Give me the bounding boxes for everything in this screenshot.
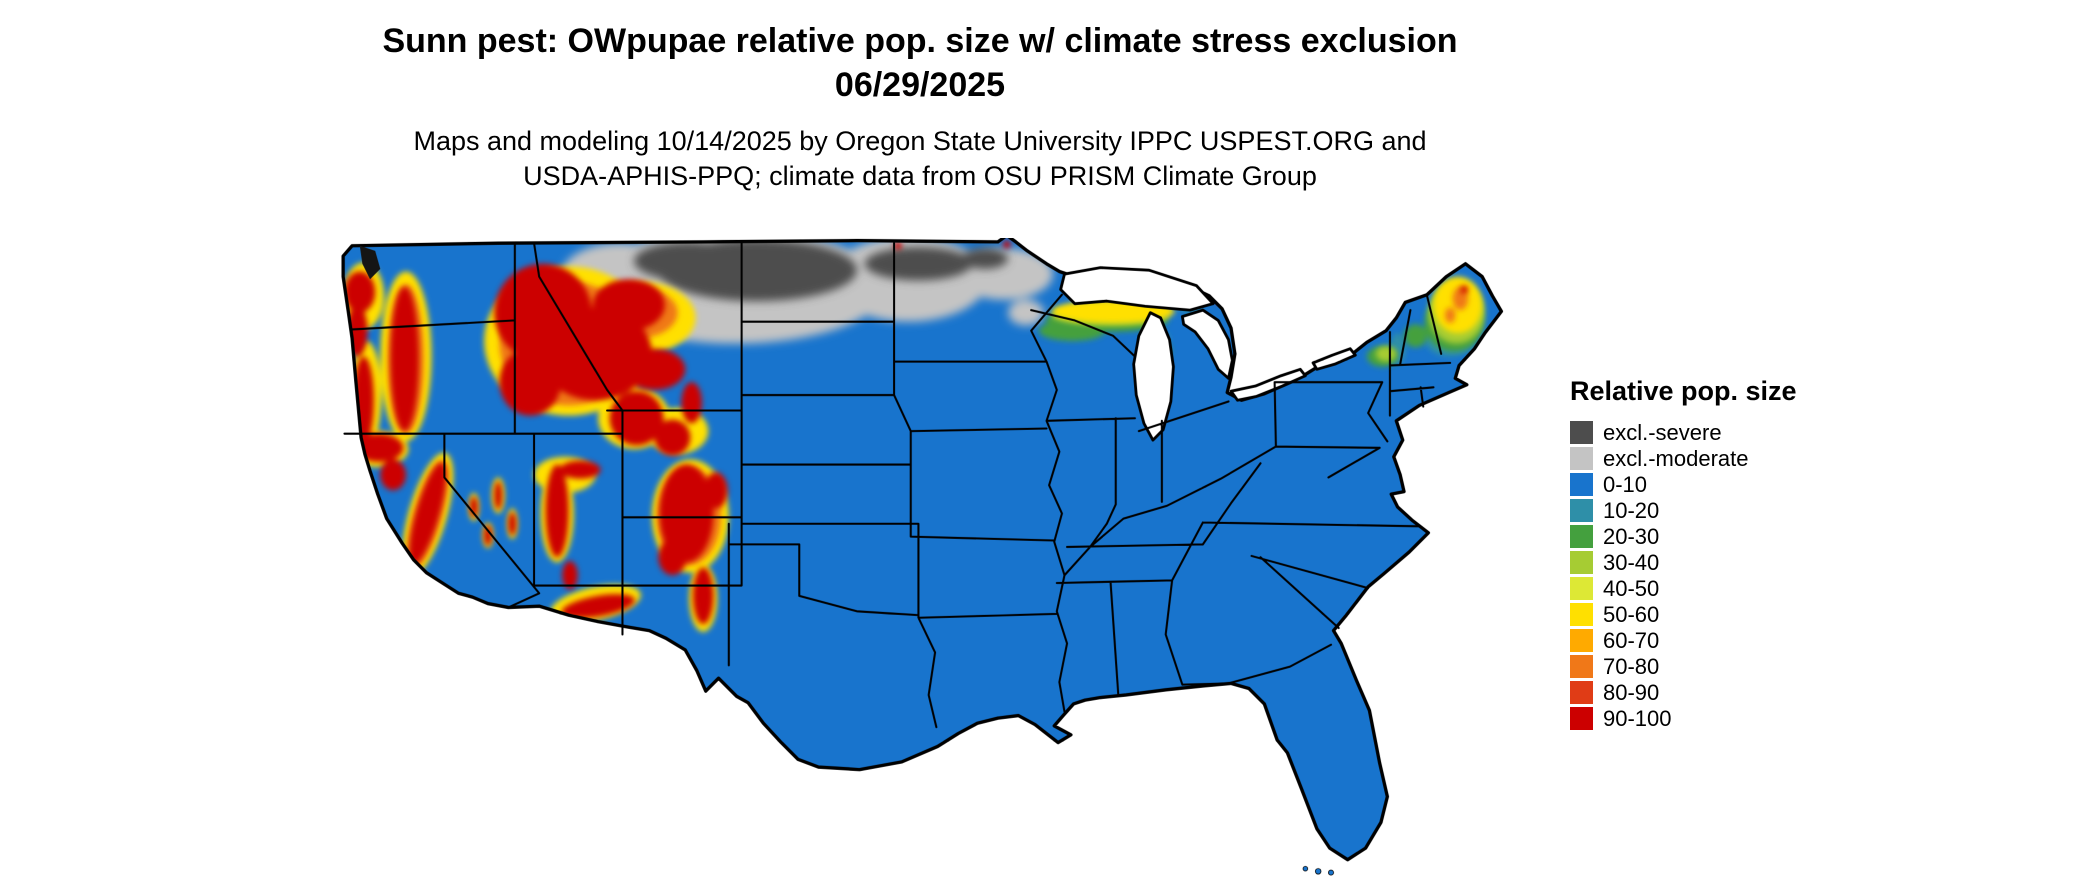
legend-label: excl.-severe — [1603, 420, 1722, 445]
legend-item: excl.-moderate — [1570, 447, 1797, 470]
legend-label: 40-50 — [1603, 576, 1660, 601]
legend-swatch — [1570, 447, 1593, 470]
legend-item: 40-50 — [1570, 577, 1797, 600]
legend-label: 80-90 — [1603, 680, 1660, 705]
legend-item: 0-10 — [1570, 473, 1797, 496]
puget-sound — [359, 245, 381, 280]
legend: Relative pop. size excl.-severe excl.-mo… — [1570, 376, 1797, 733]
legend-swatch — [1570, 603, 1593, 626]
subtitle-line-2: USDA-APHIS-PPQ; climate data from OSU PR… — [523, 160, 1317, 191]
legend-swatch — [1570, 655, 1593, 678]
us-map — [341, 238, 1504, 876]
page-title: Sunn pest: OWpupae relative pop. size w/… — [0, 20, 1840, 107]
legend-item: 50-60 — [1570, 603, 1797, 626]
lake-superior — [1059, 266, 1215, 312]
legend-label: 20-30 — [1603, 524, 1660, 549]
legend-swatch — [1570, 681, 1593, 704]
title-line-1: Sunn pest: OWpupae relative pop. size w/… — [382, 22, 1458, 60]
us-map-container — [306, 238, 1536, 888]
legend-label: 70-80 — [1603, 654, 1660, 679]
lake-huron — [1180, 308, 1234, 380]
great-lakes — [1059, 266, 1357, 442]
state-borders — [343, 242, 1452, 729]
legend-swatch — [1570, 473, 1593, 496]
subtitle-line-1: Maps and modeling 10/14/2025 by Oregon S… — [413, 126, 1427, 156]
legend-item: 90-100 — [1570, 707, 1797, 730]
legend-label: 60-70 — [1603, 628, 1660, 653]
lake-ontario — [1311, 347, 1357, 371]
legend-swatch — [1570, 525, 1593, 548]
legend-swatch — [1570, 499, 1593, 522]
legend-item: 60-70 — [1570, 629, 1797, 652]
pop-90-100-overlay — [344, 240, 1469, 625]
legend-label: excl.-moderate — [1603, 446, 1749, 471]
legend-item: 10-20 — [1570, 499, 1797, 522]
page-subtitle: Maps and modeling 10/14/2025 by Oregon S… — [0, 124, 1840, 193]
lake-erie — [1229, 367, 1307, 402]
legend-label: 10-20 — [1603, 498, 1660, 523]
legend-label: 30-40 — [1603, 550, 1660, 575]
florida-keys — [1302, 865, 1334, 876]
legend-label: 90-100 — [1603, 706, 1672, 731]
legend-item: 70-80 — [1570, 655, 1797, 678]
legend-item: 80-90 — [1570, 681, 1797, 704]
lake-michigan — [1132, 311, 1175, 442]
legend-swatch — [1570, 421, 1593, 444]
legend-swatch — [1570, 551, 1593, 574]
legend-item: 20-30 — [1570, 525, 1797, 548]
legend-label: 0-10 — [1603, 472, 1648, 497]
legend-swatch — [1570, 707, 1593, 730]
legend-swatch — [1570, 629, 1593, 652]
legend-item: excl.-severe — [1570, 421, 1797, 444]
severe-exclusion-overlay — [634, 239, 1009, 302]
legend-label: 50-60 — [1603, 602, 1660, 627]
title-line-2: 06/29/2025 — [834, 65, 1006, 104]
legend-title: Relative pop. size — [1570, 376, 1797, 406]
legend-item: 30-40 — [1570, 551, 1797, 574]
legend-swatch — [1570, 577, 1593, 600]
